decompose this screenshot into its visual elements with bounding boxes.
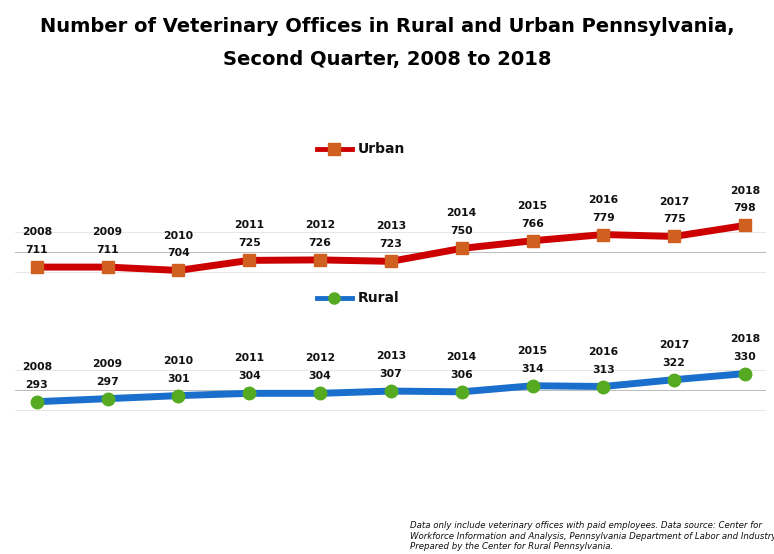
Text: 307: 307 bbox=[379, 369, 402, 379]
Text: 2018: 2018 bbox=[730, 186, 760, 196]
Text: 330: 330 bbox=[734, 352, 756, 362]
Text: 2011: 2011 bbox=[235, 353, 264, 363]
Text: 779: 779 bbox=[592, 213, 615, 223]
Text: 775: 775 bbox=[663, 214, 686, 224]
Text: 2017: 2017 bbox=[659, 197, 690, 207]
Text: 726: 726 bbox=[309, 238, 331, 248]
Text: 2008: 2008 bbox=[22, 362, 52, 372]
Text: 798: 798 bbox=[734, 203, 756, 213]
Text: 723: 723 bbox=[379, 239, 402, 249]
Text: Number of Veterinary Offices in Rural and Urban Pennsylvania,: Number of Veterinary Offices in Rural an… bbox=[39, 17, 735, 35]
Text: 2014: 2014 bbox=[447, 208, 477, 218]
Text: 2014: 2014 bbox=[447, 352, 477, 362]
Text: 2013: 2013 bbox=[375, 222, 406, 232]
Text: 2017: 2017 bbox=[659, 340, 690, 350]
Text: 314: 314 bbox=[521, 364, 544, 374]
Text: 2010: 2010 bbox=[163, 230, 194, 240]
Text: 2018: 2018 bbox=[730, 334, 760, 343]
Text: 704: 704 bbox=[167, 248, 190, 259]
Text: 2015: 2015 bbox=[518, 201, 547, 211]
Text: Data only include veterinary offices with paid employees. Data source: Center fo: Data only include veterinary offices wit… bbox=[410, 521, 774, 551]
Text: 304: 304 bbox=[238, 371, 261, 381]
Text: 304: 304 bbox=[309, 371, 331, 381]
Text: 293: 293 bbox=[26, 379, 48, 389]
Text: 322: 322 bbox=[663, 358, 686, 368]
Text: 766: 766 bbox=[521, 219, 544, 229]
Text: 2009: 2009 bbox=[93, 227, 122, 237]
Text: 2013: 2013 bbox=[375, 351, 406, 361]
Text: Urban: Urban bbox=[358, 142, 405, 156]
Text: 2015: 2015 bbox=[518, 346, 547, 356]
Text: 711: 711 bbox=[26, 245, 48, 255]
Text: 750: 750 bbox=[450, 227, 473, 237]
Text: 2011: 2011 bbox=[235, 220, 264, 230]
Text: 306: 306 bbox=[450, 370, 473, 380]
Text: 2010: 2010 bbox=[163, 356, 194, 366]
Text: 711: 711 bbox=[96, 245, 119, 255]
Text: Rural: Rural bbox=[358, 291, 399, 305]
Text: 725: 725 bbox=[238, 238, 261, 248]
Text: 2016: 2016 bbox=[588, 194, 618, 204]
Text: 2012: 2012 bbox=[305, 220, 335, 230]
Text: 2016: 2016 bbox=[588, 347, 618, 357]
Text: Second Quarter, 2008 to 2018: Second Quarter, 2008 to 2018 bbox=[223, 50, 551, 69]
Text: 301: 301 bbox=[167, 373, 190, 384]
Text: 2012: 2012 bbox=[305, 353, 335, 363]
Text: 2009: 2009 bbox=[93, 359, 122, 369]
Text: 313: 313 bbox=[592, 365, 615, 375]
Text: 297: 297 bbox=[96, 377, 119, 387]
Text: 2008: 2008 bbox=[22, 227, 52, 237]
